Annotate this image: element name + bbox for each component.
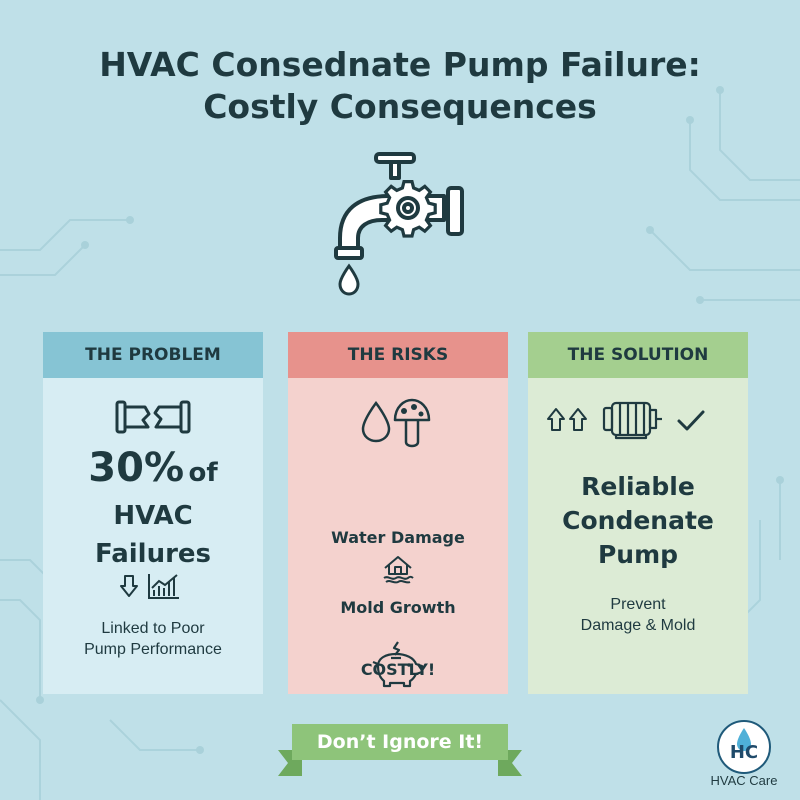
solution-title-line-3: Pump [597, 540, 679, 569]
up-arrows-icon [547, 408, 587, 431]
title-line-2: Costly Consequences [203, 87, 597, 126]
hvac-care-logo: HC [717, 720, 771, 774]
logo-name: HVAC Care [710, 773, 778, 788]
ribbon-banner [278, 724, 522, 776]
problem-note: Linked to Poor Pump Performance [43, 618, 263, 660]
problem-note-line-2: Pump Performance [84, 641, 222, 658]
flooded-house-icon [383, 556, 414, 584]
solution-note-line-1: Prevent [610, 596, 666, 613]
solution-body: Reliable Condenate Pump Prevent Damage &… [528, 378, 748, 694]
stat-line-2: HVAC [113, 501, 193, 531]
risk-mold-growth: Mold Growth [340, 598, 456, 617]
page-title: HVAC Consednate Pump Failure: Costly Con… [40, 44, 760, 128]
mushroom-icon [393, 398, 431, 448]
solution-note-line-2: Damage & Mold [580, 617, 696, 634]
solution-heading: THE SOLUTION [528, 332, 748, 378]
problem-stat: 30% of HVAC Failures [43, 448, 263, 573]
leaking-faucet-gear-icon [334, 152, 464, 296]
stat-of: of [188, 458, 218, 488]
pump-motor-icon [602, 401, 662, 440]
solution-title-line-2: Condenate [562, 506, 714, 535]
logo-mark: HC [730, 742, 758, 763]
solution-title-line-1: Reliable [581, 472, 695, 501]
stat-number: 30% [88, 445, 185, 491]
risks-panel: THE RISKS Water Damage Mold Growth [288, 332, 508, 694]
solution-title: Reliable Condenate Pump [528, 470, 748, 572]
risks-body: Water Damage Mold Growth [288, 378, 508, 694]
water-drop-icon [361, 400, 391, 443]
risk-water-damage: Water Damage [331, 528, 465, 547]
broken-pipe-icon [115, 400, 191, 434]
problem-heading: THE PROBLEM [43, 332, 263, 378]
problem-panel: THE PROBLEM 30% of HVAC Failures [43, 332, 263, 694]
solution-panel: THE SOLUTION Reliable Condenate Pump [528, 332, 748, 694]
risks-heading: THE RISKS [288, 332, 508, 378]
solution-note: Prevent Damage & Mold [528, 594, 748, 636]
title-line-1: HVAC Consednate Pump Failure: [99, 45, 701, 84]
banner-text: Don’t Ignore It! [316, 731, 484, 753]
risk-costly: COSTLY! [360, 660, 436, 679]
bar-chart-icon [148, 574, 179, 599]
down-arrow-icon [120, 575, 138, 597]
problem-note-line-1: Linked to Poor [101, 620, 205, 637]
problem-body: 30% of HVAC Failures Linked to Poor Pump… [43, 378, 263, 694]
piggy-bank-icon [372, 641, 424, 688]
stat-line-3: Failures [94, 539, 212, 569]
checkmark-icon [677, 410, 705, 431]
